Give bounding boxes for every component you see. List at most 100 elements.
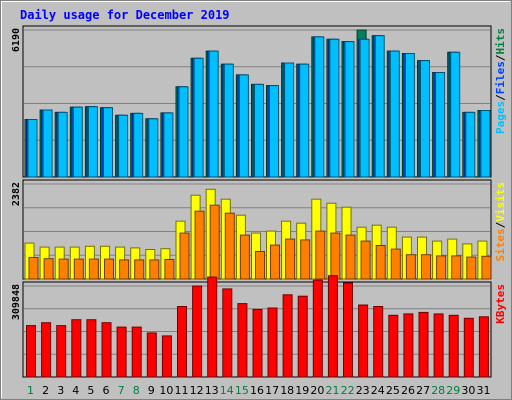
bar-kbytes-day-21 — [327, 275, 338, 378]
day-label-12: 12 — [190, 384, 204, 397]
day-label-14: 14 — [220, 384, 234, 397]
bar-pages-day-22 — [344, 41, 355, 178]
day-label-7: 7 — [118, 384, 125, 397]
panel-middle: 2382 Sites/Visits — [11, 179, 507, 280]
bar-pages-day-4 — [72, 106, 83, 178]
bar-kbytes-day-19 — [297, 295, 308, 378]
legend-part: Visits — [494, 182, 507, 222]
bar-sites-day-4 — [73, 258, 84, 280]
bar-pages-day-11 — [178, 86, 189, 178]
bar-pages-day-17 — [269, 85, 279, 178]
bar-kbytes-day-9 — [146, 332, 157, 378]
bar-pages-day-1 — [27, 119, 38, 178]
bar-sites-day-16 — [255, 251, 265, 280]
bar-sites-day-25 — [390, 248, 401, 280]
bar-sites-day-10 — [164, 259, 175, 280]
bar-sites-day-29 — [451, 255, 462, 280]
day-label-22: 22 — [341, 384, 355, 397]
day-label-13: 13 — [205, 384, 219, 397]
legend-part: Files — [494, 61, 507, 94]
day-label-30: 30 — [461, 384, 475, 397]
bar-kbytes-day-4 — [71, 319, 82, 378]
bar-pages-day-8 — [133, 112, 144, 178]
bar-sites-day-3 — [58, 258, 69, 280]
day-label-2: 2 — [42, 384, 49, 397]
bar-kbytes-day-25 — [388, 314, 399, 378]
bar-pages-day-12 — [193, 57, 204, 178]
bar-kbytes-day-26 — [403, 313, 414, 378]
panel-middle-ymax-label: 2382 — [11, 182, 22, 206]
day-label-5: 5 — [87, 384, 94, 397]
bar-pages-day-29 — [450, 51, 461, 178]
bar-pages-day-13 — [208, 50, 219, 178]
day-label-9: 9 — [148, 384, 155, 397]
bar-pages-day-10 — [163, 112, 174, 178]
bar-sites-day-19 — [300, 239, 311, 280]
day-label-17: 17 — [265, 384, 279, 397]
legend-part: Hits — [494, 28, 507, 55]
bar-sites-day-21 — [330, 232, 341, 280]
bar-pages-day-27 — [420, 60, 430, 178]
bar-sites-day-14 — [224, 212, 235, 280]
bar-kbytes-day-28 — [433, 313, 444, 378]
panel-top-legend: Pages/Files/Hits — [494, 28, 507, 134]
bar-kbytes-day-14 — [222, 288, 233, 378]
legend-part: Pages — [494, 101, 507, 134]
bar-kbytes-day-6 — [101, 322, 112, 378]
legend-part: KBytes — [494, 284, 507, 324]
bar-kbytes-day-18 — [282, 294, 293, 378]
bar-sites-day-8 — [134, 259, 145, 280]
day-label-11: 11 — [175, 384, 189, 397]
bar-sites-day-5 — [88, 258, 99, 280]
x-axis-day-labels: 1 2 3 4 5 6 7 8 9 10 11 12 13 14 15 16 17 18 19 20 21 22 23 24 2… — [27, 384, 491, 397]
bar-kbytes-day-3 — [56, 325, 67, 378]
day-label-3: 3 — [57, 384, 64, 397]
bar-sites-day-12 — [194, 210, 205, 280]
bar-pages-day-5 — [87, 106, 98, 178]
bar-pages-day-25 — [389, 50, 400, 178]
bar-kbytes-day-30 — [463, 317, 474, 378]
bar-kbytes-day-5 — [86, 319, 97, 378]
bar-pages-day-31 — [480, 110, 491, 178]
day-label-6: 6 — [103, 384, 110, 397]
day-label-4: 4 — [72, 384, 79, 397]
bar-sites-day-17 — [270, 244, 280, 280]
day-label-23: 23 — [356, 384, 370, 397]
day-label-18: 18 — [280, 384, 294, 397]
bar-pages-day-21 — [329, 38, 340, 178]
bar-kbytes-day-29 — [448, 314, 459, 378]
bar-sites-day-1 — [28, 257, 39, 280]
day-label-21: 21 — [326, 384, 340, 397]
bar-sites-day-31 — [481, 255, 492, 280]
day-label-29: 29 — [446, 384, 460, 397]
bar-sites-day-18 — [285, 238, 296, 280]
legend-part: Sites — [494, 228, 507, 261]
bar-kbytes-day-17 — [267, 307, 278, 378]
bar-pages-day-3 — [57, 111, 68, 178]
day-label-19: 19 — [295, 384, 309, 397]
bar-pages-day-26 — [404, 53, 415, 178]
bar-sites-day-11 — [179, 232, 190, 280]
bar-kbytes-day-23 — [358, 304, 369, 378]
bar-kbytes-day-13 — [207, 276, 218, 378]
bar-pages-day-18 — [284, 62, 295, 178]
day-label-31: 31 — [477, 384, 491, 397]
bar-sites-day-30 — [466, 256, 477, 280]
bar-sites-day-15 — [239, 234, 250, 280]
bar-pages-day-9 — [148, 118, 159, 178]
bar-kbytes-day-20 — [312, 279, 323, 378]
panel-top-ymax-label: 6190 — [11, 28, 22, 52]
day-label-20: 20 — [310, 384, 324, 397]
day-label-27: 27 — [416, 384, 430, 397]
bar-kbytes-day-11 — [177, 306, 187, 378]
bar-pages-day-7 — [118, 114, 129, 178]
day-label-26: 26 — [401, 384, 415, 397]
bar-sites-day-9 — [149, 259, 160, 280]
bar-pages-day-28 — [435, 72, 446, 178]
bar-pages-day-23 — [359, 38, 370, 178]
bar-pages-day-16 — [254, 83, 264, 178]
bar-sites-day-20 — [315, 230, 326, 280]
bar-sites-day-23 — [360, 240, 371, 280]
bar-pages-day-15 — [238, 74, 249, 178]
